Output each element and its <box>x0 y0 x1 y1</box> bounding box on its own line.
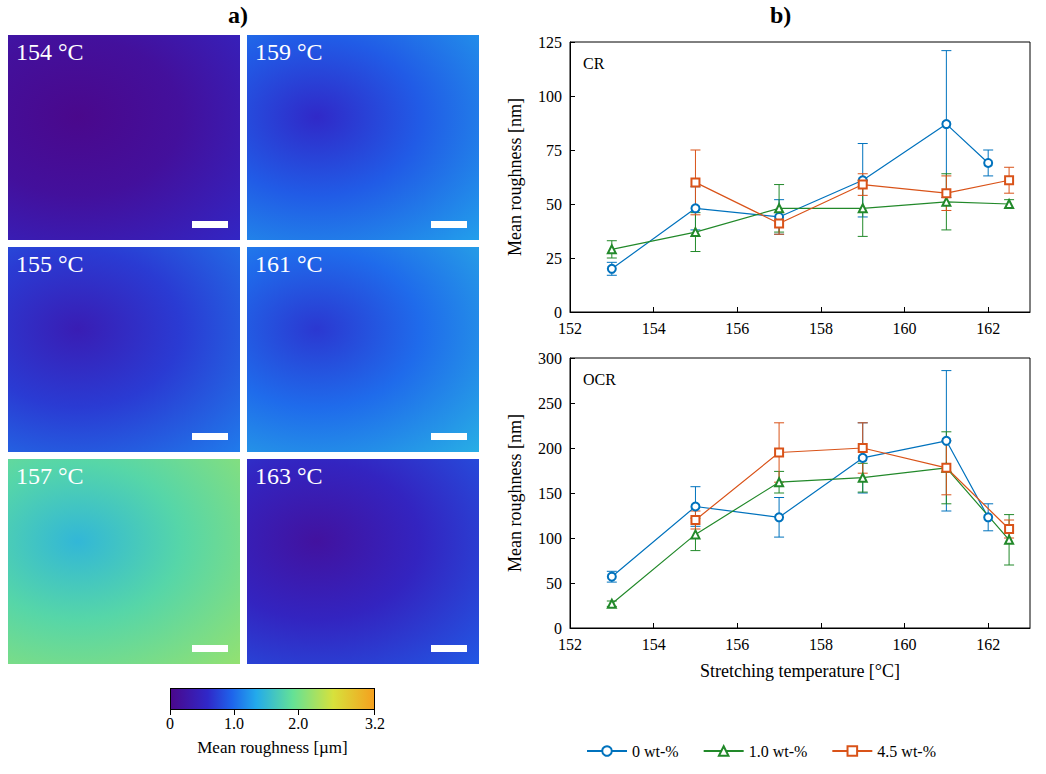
svg-text:154: 154 <box>642 636 666 653</box>
svg-text:162: 162 <box>976 636 1000 653</box>
svg-text:200: 200 <box>538 440 562 457</box>
svg-text:154: 154 <box>642 320 666 337</box>
svg-text:152: 152 <box>558 636 582 653</box>
svg-text:25: 25 <box>546 250 562 267</box>
svg-text:156: 156 <box>725 320 749 337</box>
html-text:b): b) <box>770 2 792 28</box>
svg-text:50: 50 <box>546 575 562 592</box>
html-text:154 °C: 154 °C <box>16 39 84 65</box>
svg-text:Mean roughness [nm]: Mean roughness [nm] <box>505 414 525 572</box>
svg-text:1.0 wt-%: 1.0 wt-% <box>749 743 808 760</box>
svg-text:156: 156 <box>725 636 749 653</box>
svg-text:158: 158 <box>809 636 833 653</box>
html-text:Mean roughness [µm]: Mean roughness [µm] <box>197 738 348 757</box>
svg-text:0: 0 <box>554 304 562 321</box>
html-text:157 °C: 157 °C <box>16 463 84 489</box>
svg-text:Stretching temperature [°C]: Stretching temperature [°C] <box>700 661 900 681</box>
svg-text:160: 160 <box>893 636 917 653</box>
svg-text:0 wt-%: 0 wt-% <box>632 743 679 760</box>
svg-text:4.5 wt-%: 4.5 wt-% <box>877 743 936 760</box>
svg-text:Mean roughness [nm]: Mean roughness [nm] <box>505 98 525 256</box>
html-text:159 °C: 159 °C <box>255 39 323 65</box>
svg-text:250: 250 <box>538 395 562 412</box>
svg-text:50: 50 <box>546 196 562 213</box>
html-text:2.0: 2.0 <box>288 715 309 732</box>
svg-text:CR: CR <box>583 55 605 72</box>
html-text:3.2: 3.2 <box>365 715 385 732</box>
svg-text:150: 150 <box>538 485 562 502</box>
html-text:0: 0 <box>166 715 174 732</box>
svg-text:0: 0 <box>554 620 562 637</box>
svg-text:152: 152 <box>558 320 582 337</box>
svg-text:75: 75 <box>546 142 562 159</box>
html-text:1.0: 1.0 <box>224 715 245 732</box>
svg-text:158: 158 <box>809 320 833 337</box>
svg-text:125: 125 <box>538 34 562 51</box>
html-text:161 °C: 161 °C <box>255 251 323 277</box>
svg-text:300: 300 <box>538 350 562 367</box>
svg-text:162: 162 <box>976 320 1000 337</box>
html-text:155 °C: 155 °C <box>16 251 84 277</box>
svg-text:160: 160 <box>893 320 917 337</box>
svg-text:100: 100 <box>538 88 562 105</box>
html-text:163 °C: 163 °C <box>255 463 323 489</box>
html-text:a): a) <box>228 2 248 28</box>
svg-text:OCR: OCR <box>583 371 616 388</box>
svg-text:100: 100 <box>538 530 562 547</box>
